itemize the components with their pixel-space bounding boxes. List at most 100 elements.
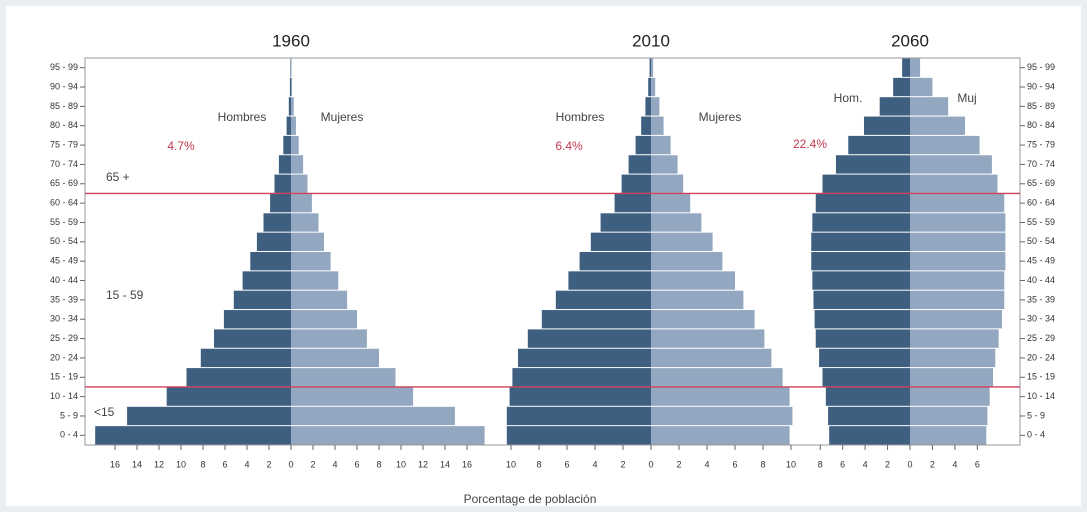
bar <box>651 135 671 155</box>
bar <box>291 290 348 310</box>
bar <box>233 290 291 310</box>
y-tick-label: 10 - 14 <box>50 391 78 401</box>
bar <box>910 329 999 348</box>
bar <box>214 329 291 348</box>
x-tick-label: 4 <box>592 459 597 469</box>
bar <box>651 58 654 77</box>
bar <box>288 97 291 116</box>
bar <box>651 387 790 406</box>
y-tick-label: 90 - 94 <box>50 81 78 91</box>
bar <box>291 155 304 174</box>
y-tick-label: 95 - 99 <box>1027 62 1055 72</box>
bar <box>910 310 1003 329</box>
y-tick-label: 5 - 9 <box>60 410 78 420</box>
bar <box>274 174 291 193</box>
x-tick-label: 10 <box>506 459 516 469</box>
y-tick-label: 65 - 69 <box>1027 178 1055 188</box>
y-tick-label: 80 - 84 <box>50 120 78 130</box>
bar <box>166 387 291 406</box>
group-label: 15 - 59 <box>106 288 144 302</box>
y-tick-label: 50 - 54 <box>50 236 78 246</box>
bar <box>649 58 651 77</box>
y-tick-label: 15 - 19 <box>50 372 78 382</box>
x-tick-label: 2 <box>310 459 315 469</box>
bar <box>291 406 455 426</box>
y-tick-label: 25 - 29 <box>50 333 78 343</box>
bar <box>651 97 660 116</box>
bar <box>628 155 651 174</box>
y-tick-label: 5 - 9 <box>1027 410 1045 420</box>
x-tick-label: 8 <box>760 459 765 469</box>
bar <box>645 97 651 116</box>
bar <box>651 271 735 290</box>
bar <box>848 135 910 155</box>
x-tick-label: 6 <box>975 459 980 469</box>
group-label: <15 <box>94 405 115 419</box>
bar <box>651 426 790 445</box>
bar <box>263 213 291 232</box>
bar <box>290 58 291 77</box>
y-tick-label: 55 - 59 <box>50 217 78 227</box>
bar <box>651 348 772 368</box>
bar <box>291 348 379 368</box>
y-tick-label: 45 - 49 <box>1027 256 1055 266</box>
bar <box>651 290 744 310</box>
bar <box>910 193 1005 213</box>
x-tick-label: 2 <box>620 459 625 469</box>
bar <box>291 58 292 77</box>
bar <box>910 406 988 426</box>
x-tick-label: 12 <box>154 459 164 469</box>
x-tick-label: 8 <box>536 459 541 469</box>
bar <box>283 135 291 155</box>
bar <box>651 155 678 174</box>
panel-title: 2060 <box>891 31 929 50</box>
x-tick-label: 10 <box>396 459 406 469</box>
y-tick-label: 75 - 79 <box>1027 139 1055 149</box>
y-tick-label: 35 - 39 <box>1027 294 1055 304</box>
bar <box>910 368 994 387</box>
x-tick-label: 8 <box>200 459 205 469</box>
bar <box>289 77 291 97</box>
x-tick-label: 0 <box>907 459 912 469</box>
bar <box>651 310 755 329</box>
bar <box>509 387 651 406</box>
bar <box>811 232 910 251</box>
series-label: Mujeres <box>699 110 742 124</box>
y-tick-label: 20 - 24 <box>50 352 78 362</box>
y-tick-label: 15 - 19 <box>1027 372 1055 382</box>
x-tick-label: 2 <box>930 459 935 469</box>
x-tick-label: 4 <box>704 459 709 469</box>
bar <box>291 387 414 406</box>
x-tick-label: 2 <box>885 459 890 469</box>
bar <box>813 290 910 310</box>
bar <box>614 193 651 213</box>
bar <box>291 426 485 445</box>
bar <box>278 155 291 174</box>
bar <box>893 77 910 97</box>
bar <box>600 213 651 232</box>
x-tick-label: 2 <box>676 459 681 469</box>
bar <box>621 174 651 193</box>
bar <box>910 387 990 406</box>
series-label: Mujeres <box>321 110 364 124</box>
bar <box>651 368 783 387</box>
bar <box>579 252 651 271</box>
series-label: Hom. <box>834 91 863 105</box>
y-tick-label: 60 - 64 <box>50 198 78 208</box>
y-tick-label: 85 - 89 <box>1027 101 1055 111</box>
bar <box>910 213 1006 232</box>
x-axis-label: Porcentage de población <box>464 492 597 506</box>
y-tick-label: 65 - 69 <box>50 178 78 188</box>
bar <box>541 310 651 329</box>
bar <box>819 348 910 368</box>
bar <box>835 155 910 174</box>
y-tick-label: 55 - 59 <box>1027 217 1055 227</box>
y-tick-label: 75 - 79 <box>50 139 78 149</box>
bar <box>910 348 996 368</box>
bar <box>291 232 324 251</box>
bar <box>590 232 651 251</box>
bar <box>910 77 933 97</box>
y-tick-label: 10 - 14 <box>1027 391 1055 401</box>
bar <box>127 406 291 426</box>
bar <box>651 193 691 213</box>
